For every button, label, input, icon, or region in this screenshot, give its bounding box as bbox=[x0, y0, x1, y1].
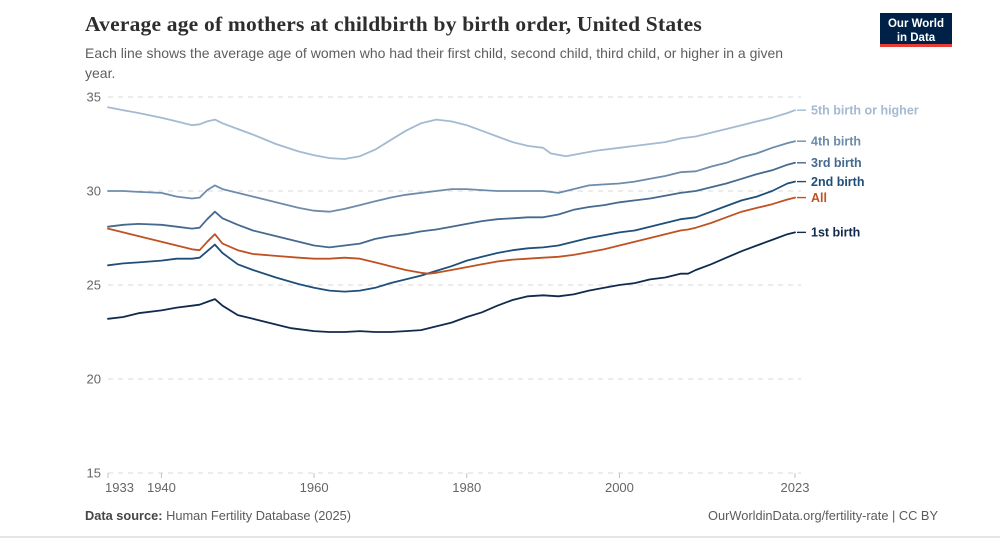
owid-logo-stripe bbox=[880, 44, 952, 47]
x-axis-tick-label: 2023 bbox=[781, 480, 810, 495]
y-axis-tick-label: 25 bbox=[87, 278, 101, 293]
chart-title: Average age of mothers at childbirth by … bbox=[85, 12, 702, 36]
y-axis-tick-label: 35 bbox=[87, 90, 101, 105]
chart-subtitle: Each line shows the average age of women… bbox=[85, 45, 784, 81]
series-label-2nd-birth[interactable]: 2nd birth bbox=[811, 175, 864, 189]
series-label-3rd-birth[interactable]: 3rd birth bbox=[811, 156, 862, 170]
series-label-5th-birth-or-higher[interactable]: 5th birth or higher bbox=[811, 103, 919, 117]
series-line-3rd-birth[interactable] bbox=[107, 161, 796, 249]
owid-logo-line2: in Data bbox=[896, 32, 936, 45]
series-line-all[interactable] bbox=[107, 196, 796, 275]
x-axis-tick-label: 2000 bbox=[605, 480, 634, 495]
owid-logo[interactable]: Our World in Data bbox=[880, 13, 952, 47]
series-label-4th-birth[interactable]: 4th birth bbox=[811, 134, 861, 148]
x-axis-tick-label: 1940 bbox=[147, 480, 176, 495]
x-axis-tick-label: 1933 bbox=[105, 480, 134, 495]
owid-logo-line1: Our World bbox=[887, 18, 944, 30]
series-line-4th-birth[interactable] bbox=[107, 140, 796, 213]
bottom-divider bbox=[0, 536, 1000, 538]
x-axis-tick-label: 1980 bbox=[452, 480, 481, 495]
series-label-all[interactable]: All bbox=[811, 191, 827, 205]
y-axis-tick-label: 20 bbox=[87, 372, 101, 387]
series-line-2nd-birth[interactable] bbox=[107, 180, 796, 293]
x-axis-tick-label: 1960 bbox=[300, 480, 329, 495]
data-source-label: Data source: bbox=[85, 508, 163, 523]
credit-link[interactable]: OurWorldinData.org/fertility-rate | CC B… bbox=[708, 508, 938, 523]
data-source-note: Data source: Human Fertility Database (2… bbox=[85, 508, 351, 523]
y-axis-tick-label: 30 bbox=[87, 184, 101, 199]
data-source-value: Human Fertility Database (2025) bbox=[166, 508, 352, 523]
series-line-5th-birth-or-higher[interactable] bbox=[107, 106, 796, 160]
chart-footer: Data source: Human Fertility Database (2… bbox=[85, 508, 938, 523]
y-axis-tick-label: 15 bbox=[87, 466, 101, 481]
series-label-1st-birth[interactable]: 1st birth bbox=[811, 226, 860, 240]
series-line-1st-birth[interactable] bbox=[107, 231, 796, 333]
